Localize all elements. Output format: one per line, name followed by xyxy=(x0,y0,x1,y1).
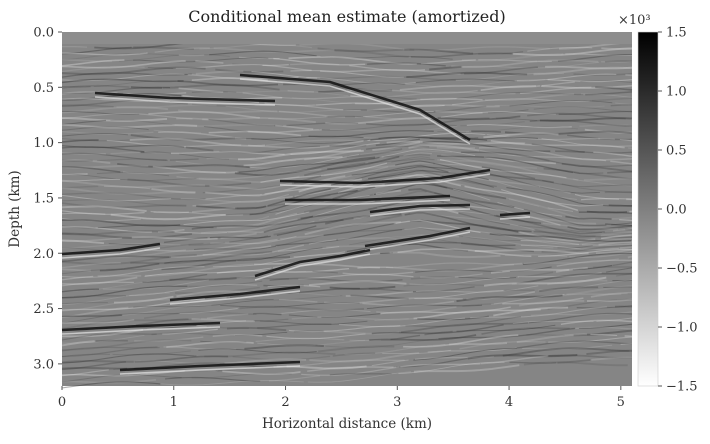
reflector xyxy=(605,61,632,62)
reflector xyxy=(607,172,632,173)
reflector xyxy=(593,267,632,268)
reflector xyxy=(628,257,632,258)
colorbar-scale-label: ×10³ xyxy=(618,13,651,28)
x-tick-label: 1 xyxy=(170,395,178,410)
y-tick-label: 1.0 xyxy=(33,136,54,151)
y-axis: 0.0 0.5 1.0 1.5 2.0 2.5 3.0 xyxy=(33,26,62,373)
x-tick-label: 3 xyxy=(393,395,401,410)
water-layer-band xyxy=(62,32,632,44)
chart-title: Conditional mean estimate (amortized) xyxy=(188,7,505,26)
y-tick-label: 0.5 xyxy=(33,81,54,96)
reflector xyxy=(471,131,501,132)
x-axis-label: Horizontal distance (km) xyxy=(262,416,432,432)
reflector xyxy=(357,267,393,268)
reflector xyxy=(609,205,632,206)
colorbar xyxy=(638,32,658,386)
reflector xyxy=(96,341,128,342)
reflector xyxy=(628,148,632,149)
reflector xyxy=(98,276,142,277)
colorbar-tick-label: −0.5 xyxy=(666,262,698,277)
colorbar-tick-label: 0.0 xyxy=(666,203,687,218)
reflector xyxy=(176,118,208,119)
reflector xyxy=(253,314,281,315)
x-tick-label: 4 xyxy=(505,395,513,410)
x-tick-label: 5 xyxy=(617,395,625,410)
reflector xyxy=(555,151,585,152)
reflector xyxy=(328,116,364,117)
y-tick-label: 0.0 xyxy=(33,26,54,41)
x-axis: 0 1 2 3 4 5 xyxy=(58,386,625,410)
y-tick-label: 3.0 xyxy=(33,357,54,372)
colorbar-tick-label: 1.5 xyxy=(666,26,687,41)
x-tick-label: 2 xyxy=(281,395,289,410)
y-tick-label: 1.5 xyxy=(33,191,54,206)
colorbar-tick-label: 0.5 xyxy=(666,144,687,159)
reflector xyxy=(294,331,324,332)
y-tick-label: 2.0 xyxy=(33,247,54,262)
reflector xyxy=(625,75,632,76)
reflector xyxy=(621,344,632,345)
colorbar-tick-label: 1.0 xyxy=(666,85,687,100)
colorbar-tick-label: −1.5 xyxy=(666,380,698,395)
y-tick-label: 2.5 xyxy=(33,302,54,317)
colorbar-axis: 1.5 1.0 0.5 0.0 −0.5 −1.0 −1.5 xyxy=(658,26,698,395)
reflector xyxy=(619,220,632,221)
x-tick-label: 0 xyxy=(58,395,66,410)
reflector xyxy=(62,47,87,48)
y-axis-label: Depth (km) xyxy=(7,170,23,247)
colorbar-tick-label: −1.0 xyxy=(666,321,698,336)
